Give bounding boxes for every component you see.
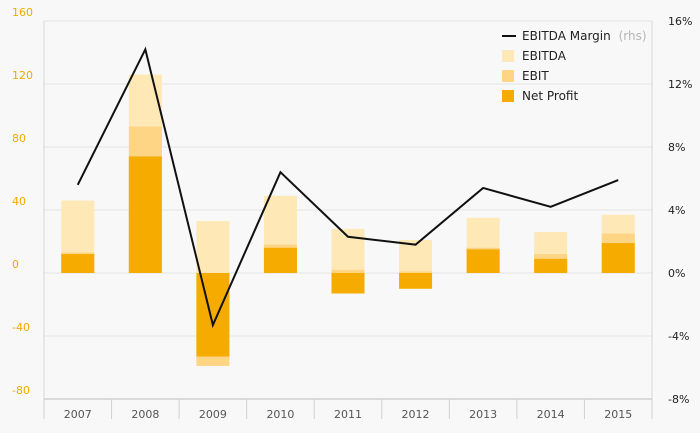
x-tick-label: 2007 — [64, 408, 92, 421]
right-axis: -8% -4% 0% 4% 8% 12% 16% — [668, 15, 692, 406]
x-tick-label: 2009 — [199, 408, 227, 421]
x-tick-label: 2014 — [537, 408, 565, 421]
legend-label-margin-suffix: (rhs) — [619, 29, 647, 43]
svg-text:EBITDA Margin (rhs): EBITDA Margin (rhs) — [522, 29, 647, 43]
x-tick-label: 2012 — [402, 408, 430, 421]
right-tick-label: 8% — [668, 141, 685, 154]
legend-label-ebitda: EBITDA — [522, 49, 567, 63]
right-tick-label: 16% — [668, 15, 692, 28]
legend-item-net-profit: Net Profit — [502, 89, 578, 103]
x-tick-label: 2015 — [604, 408, 632, 421]
bar-ebit — [331, 269, 365, 273]
legend-swatch-ebitda — [502, 50, 514, 62]
x-tick-label: 2013 — [469, 408, 497, 421]
bar-net-profit — [399, 273, 433, 289]
bar-ebitda — [196, 221, 230, 273]
left-tick-label: -40 — [12, 321, 30, 334]
bar-series — [61, 74, 635, 366]
bar-net-profit — [331, 273, 365, 294]
legend-label-ebit: EBIT — [522, 69, 549, 83]
left-tick-label: -80 — [12, 384, 30, 397]
bar-net-profit — [466, 249, 500, 273]
bar-net-profit — [534, 258, 568, 273]
legend: EBITDA Margin (rhs) EBITDA EBIT Net Prof… — [502, 29, 647, 103]
x-tick-label: 2008 — [131, 408, 159, 421]
bar-net-profit — [61, 254, 95, 273]
right-tick-label: -4% — [668, 330, 689, 343]
right-tick-label: 12% — [668, 78, 692, 91]
left-tick-label: 80 — [12, 132, 26, 145]
bar-net-profit — [601, 243, 635, 273]
left-axis: -80 -40 0 40 80 120 160 — [12, 6, 33, 397]
right-tick-label: 0% — [668, 267, 685, 280]
legend-item-ebitda: EBITDA — [502, 49, 567, 63]
x-tick-label: 2011 — [334, 408, 362, 421]
x-axis: 2007 2008 2009 2010 2011 2012 2013 2014 2015 — [43, 398, 653, 421]
bar-net-profit — [263, 247, 297, 273]
right-tick-label: 4% — [668, 204, 685, 217]
left-tick-label: 40 — [12, 195, 26, 208]
left-tick-label: 120 — [12, 69, 33, 82]
bar-net-profit — [196, 273, 230, 357]
legend-label-net-profit: Net Profit — [522, 89, 578, 103]
x-tick-label: 2010 — [266, 408, 294, 421]
left-tick-label: 160 — [12, 6, 33, 19]
margin-line-series — [76, 46, 619, 329]
legend-label-margin: EBITDA Margin — [522, 29, 611, 43]
legend-item-margin: EBITDA Margin (rhs) — [502, 29, 647, 43]
bar-net-profit — [128, 156, 162, 273]
legend-swatch-net-profit — [502, 90, 514, 102]
left-tick-label: 0 — [12, 258, 19, 271]
legend-item-ebit: EBIT — [502, 69, 549, 83]
legend-swatch-ebit — [502, 70, 514, 82]
right-tick-label: -8% — [668, 393, 689, 406]
bar-ebit — [399, 271, 433, 273]
